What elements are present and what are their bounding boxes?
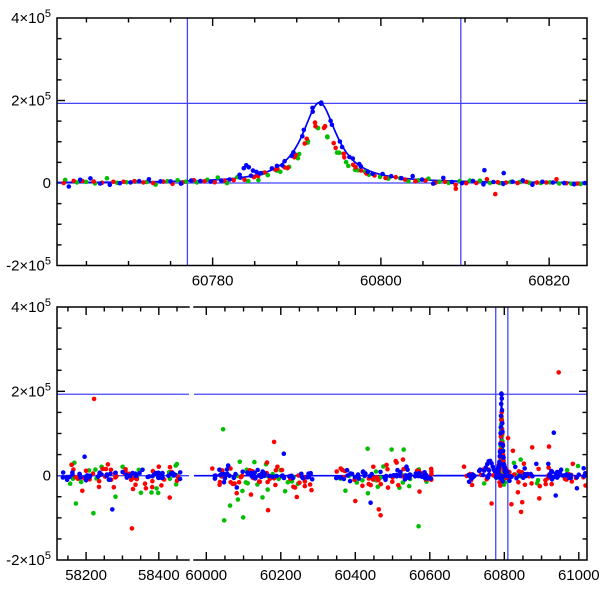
blue-data-points bbox=[66, 100, 587, 189]
x-tick-label: 60600 bbox=[409, 567, 451, 584]
y-tick-label: -2×105 bbox=[6, 256, 51, 275]
panel-axes-box-top-panel bbox=[56, 17, 588, 267]
x-tick-label: 60780 bbox=[192, 273, 234, 290]
red-data-points bbox=[61, 120, 580, 197]
x-tick-label: 60200 bbox=[260, 567, 302, 584]
x-tick-label: 60800 bbox=[483, 567, 525, 584]
x-tick-label: 60820 bbox=[528, 273, 570, 290]
y-tick-label: 2×105 bbox=[11, 381, 51, 400]
x-tick-label: 60400 bbox=[334, 567, 376, 584]
x-tick-label: 60000 bbox=[185, 567, 227, 584]
x-tick-label: 58400 bbox=[138, 567, 180, 584]
y-tick-label: -2×105 bbox=[6, 550, 51, 569]
blue-data-points bbox=[60, 391, 587, 512]
y-tick-label: 4×105 bbox=[11, 8, 51, 27]
x-tick-label: 60800 bbox=[360, 273, 402, 290]
y-tick-label: 0 bbox=[43, 175, 51, 192]
green-data-points bbox=[62, 125, 583, 187]
y-tick-label: 0 bbox=[43, 468, 51, 485]
x-tick-label: 61000 bbox=[558, 567, 600, 584]
y-tick-label: 2×105 bbox=[11, 91, 51, 110]
model-curve bbox=[57, 101, 587, 184]
y-tick-label: 4×105 bbox=[11, 297, 51, 316]
panel-axes-box-bottom-panel bbox=[56, 306, 588, 561]
x-tick-label: 58200 bbox=[65, 567, 107, 584]
